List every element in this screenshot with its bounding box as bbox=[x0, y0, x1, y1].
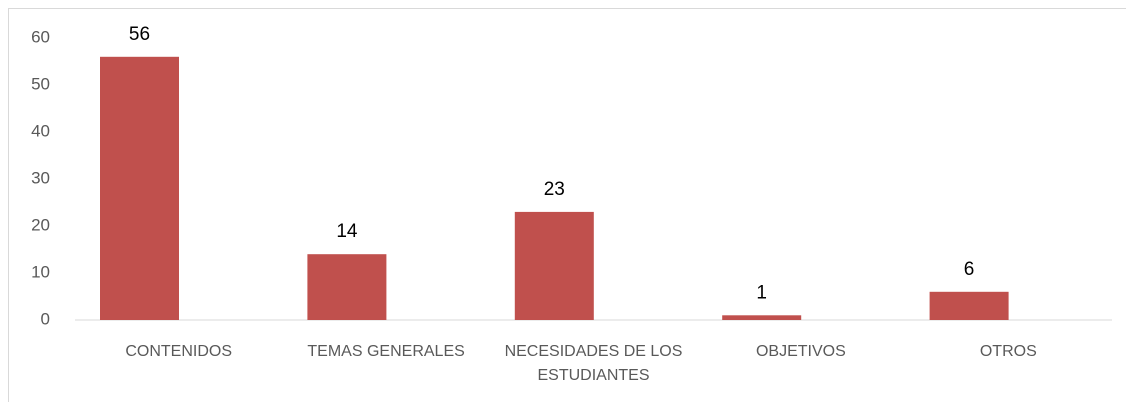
y-tick-label: 0 bbox=[41, 309, 50, 328]
x-tick-label: OBJETIVOS bbox=[755, 343, 846, 360]
y-tick-label: 20 bbox=[31, 215, 50, 234]
x-tick-label: OTROS bbox=[979, 343, 1037, 360]
y-tick-label: 10 bbox=[31, 262, 50, 281]
data-label: 1 bbox=[756, 282, 767, 303]
y-tick-label: 30 bbox=[31, 168, 50, 187]
bar bbox=[722, 315, 802, 320]
bar bbox=[929, 291, 1009, 320]
x-tick-label: NECESIDADES DE LOS ESTUDIANTES bbox=[504, 343, 683, 384]
bar bbox=[514, 211, 594, 320]
data-label: 6 bbox=[964, 259, 975, 280]
x-tick-label: CONTENIDOS bbox=[125, 343, 233, 360]
chart-border bbox=[8, 8, 1126, 402]
y-tick-label: 60 bbox=[31, 27, 50, 46]
y-tick-label: 50 bbox=[31, 74, 50, 93]
bar bbox=[100, 56, 179, 321]
data-label: 56 bbox=[129, 24, 150, 45]
bar bbox=[307, 254, 387, 320]
data-label: 23 bbox=[544, 179, 565, 200]
x-tick-label: TEMAS GENERALES bbox=[307, 343, 465, 360]
y-tick-label: 40 bbox=[31, 121, 50, 140]
data-label: 14 bbox=[336, 221, 358, 242]
